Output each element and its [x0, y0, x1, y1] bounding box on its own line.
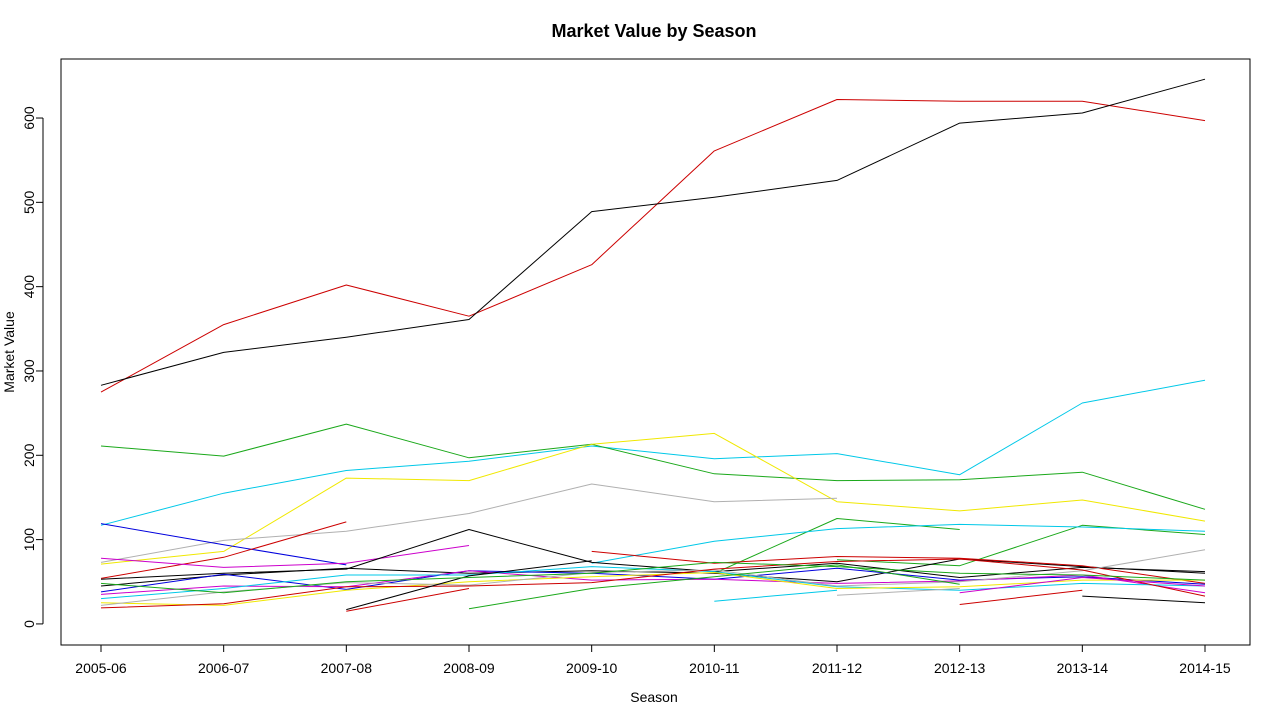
y-tick-label: 0 [21, 620, 37, 628]
series-line-25 [714, 589, 838, 602]
chart-title: Market Value by Season [551, 21, 756, 41]
y-tick-label: 500 [21, 190, 37, 214]
x-tick-label: 2008-09 [443, 660, 495, 676]
series-line-11 [100, 521, 347, 579]
y-axis: 0 100 200 300 400 500 600 [21, 106, 44, 628]
series-line-1 [100, 99, 1206, 393]
series-line-26 [836, 588, 960, 596]
x-tick-label: 2014-15 [1179, 660, 1231, 676]
series-line-4 [100, 423, 1206, 510]
series-line-6 [100, 483, 838, 563]
series-line-3 [100, 379, 1206, 526]
x-tick-label: 2012-13 [934, 660, 986, 676]
series-line-14 [100, 558, 1206, 587]
x-tick-label: 2009-10 [566, 660, 618, 676]
series-line-23 [346, 560, 592, 611]
series-layer [100, 78, 1206, 612]
y-tick-label: 300 [21, 359, 37, 383]
series-line-18 [100, 566, 1206, 600]
series-line-28 [959, 577, 1206, 594]
x-tick-label: 2005-06 [75, 660, 127, 676]
series-line-29 [1082, 595, 1206, 604]
y-tick-label: 400 [21, 275, 37, 299]
series-line-19 [100, 572, 1205, 606]
x-tick-label: 2011-12 [812, 660, 863, 676]
series-line-17 [100, 570, 1206, 595]
series-line-8 [836, 524, 1206, 567]
series-line-27 [959, 589, 1083, 605]
series-line-30 [100, 561, 1206, 594]
series-line-9 [591, 523, 1206, 564]
y-tick-label: 100 [21, 528, 37, 552]
y-tick-label: 600 [21, 106, 37, 130]
series-line-15 [591, 550, 1206, 584]
x-tick-label: 2013-14 [1057, 660, 1109, 676]
x-axis-label: Season [630, 689, 677, 705]
y-axis-label: Market Value [1, 311, 17, 393]
x-axis: 2005-06 2006-07 2007-08 2008-09 2009-10 2010-… [75, 644, 1231, 676]
series-line-22 [100, 558, 1206, 609]
series-line-21 [468, 564, 960, 610]
x-tick-label: 2010-11 [689, 660, 740, 676]
y-tick-label: 200 [21, 443, 37, 467]
series-line-5 [100, 432, 1206, 565]
x-tick-label: 2007-08 [321, 660, 373, 676]
series-line-2 [100, 78, 1206, 386]
series-line-12 [100, 545, 470, 568]
x-tick-label: 2006-07 [198, 660, 250, 676]
series-line-24 [346, 588, 470, 612]
series-line-10 [100, 523, 347, 566]
